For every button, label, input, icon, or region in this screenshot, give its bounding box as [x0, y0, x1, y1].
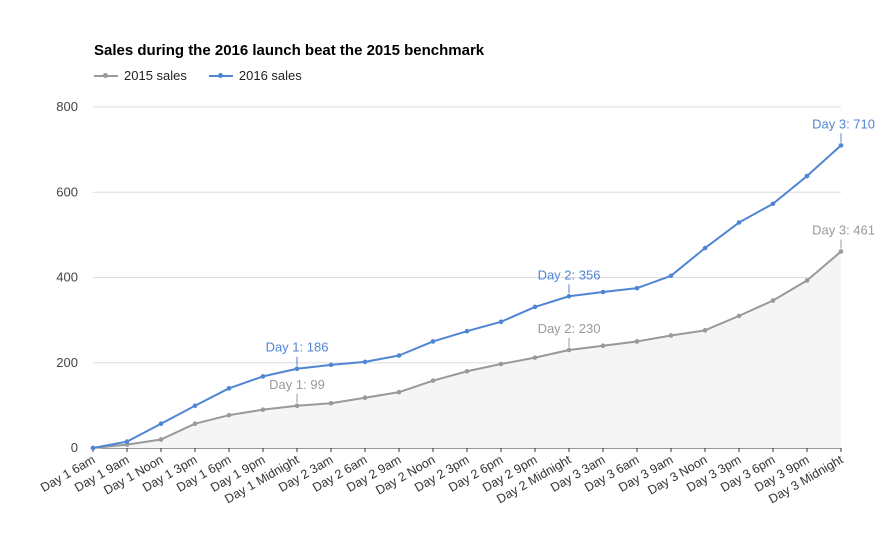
data-point-2016	[260, 374, 266, 379]
data-point-2015	[430, 378, 436, 383]
data-point-2016	[90, 445, 96, 451]
data-point-2015	[294, 403, 300, 409]
data-point-2015	[702, 328, 708, 333]
data-point-2015	[226, 412, 232, 418]
annotation-label-2016: Day 2: 356	[538, 267, 601, 282]
y-tick-label: 200	[56, 355, 78, 370]
data-point-2016	[226, 386, 232, 391]
legend-swatch-2016	[208, 72, 233, 78]
data-point-2016	[532, 304, 538, 310]
annotation-label-2015: Day 3: 461	[812, 222, 875, 237]
data-point-2015	[838, 249, 844, 254]
data-point-2016	[600, 289, 606, 295]
data-point-2016	[668, 273, 674, 279]
data-point-2016	[634, 285, 640, 291]
data-point-2015	[362, 395, 368, 401]
annotation-label-2015: Day 2: 230	[538, 321, 601, 336]
y-tick-label: 800	[56, 99, 78, 114]
data-point-2016	[294, 366, 300, 372]
legend-label-2016: 2016 sales	[238, 68, 302, 83]
y-tick-label: 0	[71, 440, 78, 455]
legend-swatch-2015	[94, 72, 118, 78]
data-point-2015	[260, 407, 266, 412]
data-point-2016	[770, 201, 776, 207]
data-point-2016	[498, 319, 504, 325]
data-point-2016	[158, 421, 164, 427]
data-point-2015	[396, 389, 402, 395]
annotation-label-2016: Day 3: 710	[812, 116, 875, 131]
data-point-2015	[498, 361, 504, 367]
data-point-2016	[362, 359, 368, 365]
data-point-2016	[430, 339, 436, 344]
data-point-2016	[328, 362, 334, 368]
data-point-2015	[600, 343, 606, 349]
data-point-2016	[702, 245, 708, 251]
legend-item-2016[interactable]: 2016 sales	[208, 68, 302, 83]
data-point-2015	[668, 333, 674, 338]
annotation-label-2016: Day 1: 186	[266, 340, 329, 355]
annotation-label-2015: Day 1: 99	[269, 377, 325, 392]
chart-title: Sales during the 2016 launch beat the 20…	[94, 42, 485, 59]
data-point-2015	[566, 347, 572, 353]
legend-label-2015: 2015 sales	[124, 68, 187, 83]
data-point-2015	[158, 437, 164, 442]
legend: 2015 sales 2016 sales	[94, 68, 324, 83]
data-point-2015	[634, 339, 640, 344]
data-point-2016	[124, 439, 130, 444]
data-point-2015	[770, 298, 776, 303]
data-point-2016	[566, 293, 572, 299]
y-tick-label: 400	[56, 270, 78, 285]
area-2015-sales	[93, 251, 841, 448]
legend-item-2015[interactable]: 2015 sales	[94, 68, 187, 83]
data-point-2016	[396, 353, 402, 358]
data-point-2015	[192, 421, 198, 427]
data-point-2015	[736, 313, 742, 319]
data-point-2015	[464, 368, 470, 374]
y-tick-label: 600	[56, 184, 78, 199]
data-point-2015	[532, 355, 538, 360]
data-point-2016	[192, 403, 198, 409]
data-point-2016	[464, 328, 470, 334]
data-point-2015	[328, 400, 334, 406]
data-point-2016	[804, 173, 810, 179]
data-point-2016	[736, 220, 742, 225]
data-point-2016	[838, 143, 844, 148]
data-point-2015	[804, 278, 810, 283]
